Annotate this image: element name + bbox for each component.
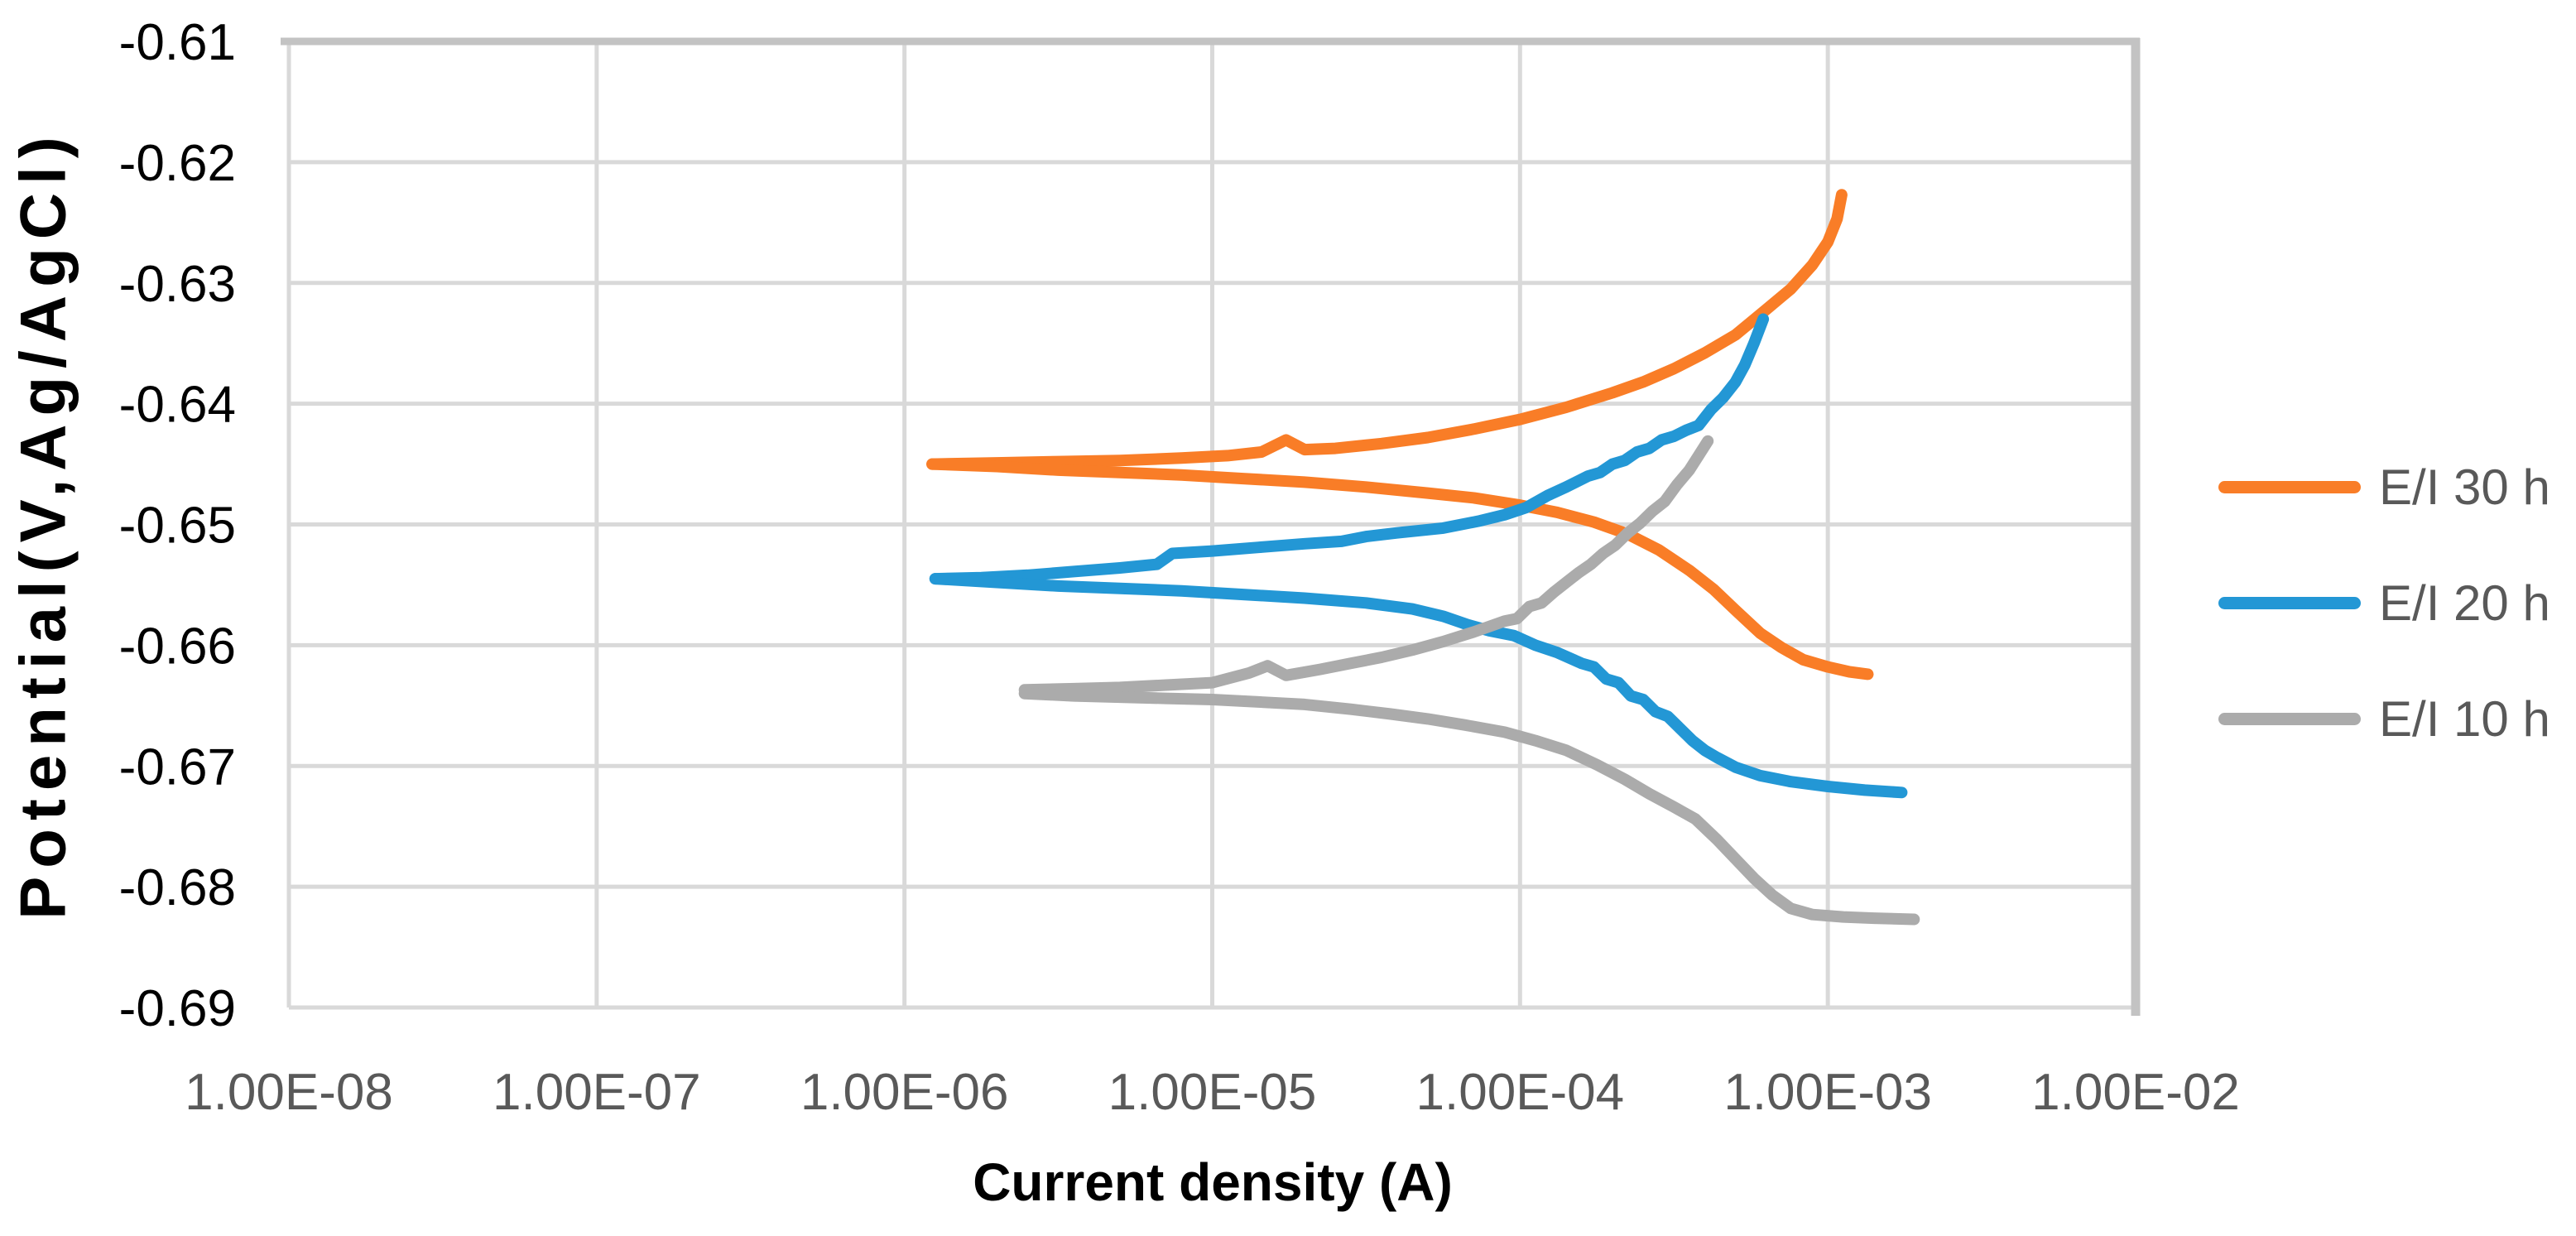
legend-line-swatch (2218, 480, 2361, 493)
x-tick-label: 1.00E-07 (493, 1064, 701, 1121)
y-tick-label: -0.61 (119, 14, 236, 71)
legend-label: E/I 10 h (2379, 690, 2550, 747)
series-line-cathodic-1 (929, 573, 1908, 799)
x-tick-label: 1.00E-06 (800, 1064, 1009, 1121)
series-line-anodic-2 (1018, 435, 1714, 696)
x-tick-label: 1.00E-02 (2031, 1064, 2240, 1121)
x-tick-label: 1.00E-03 (1723, 1064, 1932, 1121)
series-line-anodic-0 (926, 189, 1848, 470)
y-tick-label: -0.68 (119, 859, 236, 916)
legend-item: E/I 20 h (2218, 565, 2550, 640)
legend-label: E/I 30 h (2379, 459, 2550, 515)
series-line-cathodic-2 (1018, 687, 1920, 926)
x-axis-title: Current density (A) (973, 1152, 1453, 1212)
y-tick-label: -0.62 (119, 135, 236, 192)
y-tick-label: -0.69 (119, 980, 236, 1037)
legend-item: E/I 10 h (2218, 681, 2550, 756)
y-tick-label: -0.63 (119, 256, 236, 313)
series-line-anodic-1 (929, 313, 1770, 585)
y-axis-title: Potential(V,Ag/AgCl) (6, 128, 79, 920)
series-line-cathodic-0 (926, 458, 1874, 681)
x-tick-label: 1.00E-05 (1108, 1064, 1317, 1121)
y-tick-label: -0.67 (119, 738, 236, 796)
legend-line-swatch (2218, 712, 2361, 725)
legend-line-swatch (2218, 596, 2361, 609)
legend-item: E/I 30 h (2218, 450, 2550, 524)
legend-label: E/I 20 h (2379, 575, 2550, 631)
y-tick-label: -0.66 (119, 618, 236, 675)
x-tick-label: 1.00E-04 (1416, 1064, 1625, 1121)
x-tick-label: 1.00E-08 (185, 1064, 393, 1121)
y-tick-label: -0.64 (119, 377, 236, 434)
y-tick-label: -0.65 (119, 498, 236, 555)
